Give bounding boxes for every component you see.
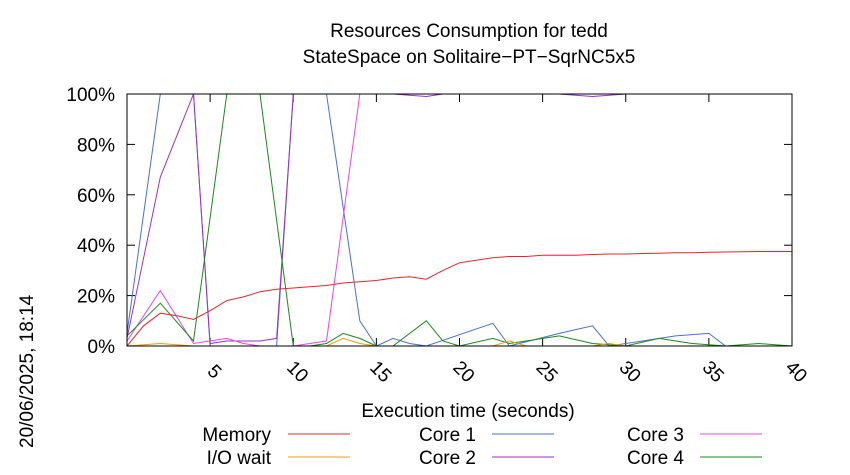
x-tick-label: 5: [203, 361, 225, 383]
legend-label: Core 2: [419, 448, 476, 469]
legend-label: Memory: [202, 425, 271, 446]
x-tick-label: 25: [532, 357, 562, 387]
y-tick-label: 80%: [77, 135, 115, 156]
series-line-core-4: [126, 93, 793, 347]
chart-title: Resources Consumption for tedd: [330, 21, 608, 42]
x-tick-label: 10: [282, 357, 312, 387]
y-tick-label: 60%: [77, 186, 115, 207]
legend-label: Core 4: [627, 448, 684, 469]
x-tick-label: 30: [615, 357, 645, 387]
x-tick-label: 40: [781, 357, 811, 387]
y-tick-label: 0%: [88, 337, 116, 358]
x-axis-label: Execution time (seconds): [361, 401, 574, 422]
chart-subtitle: StateSpace on Solitaire−PT−SqrNC5x5: [303, 47, 636, 68]
y-tick-label: 100%: [66, 85, 115, 106]
y-tick-label: 40%: [77, 236, 115, 257]
plot-area: [126, 93, 793, 347]
series-line-memory: [126, 251, 792, 347]
legend-label: Core 1: [419, 425, 476, 446]
y-axis: 0% 20% 40% 60% 80% 100%: [66, 85, 792, 358]
x-tick-label: 15: [365, 357, 395, 387]
series-line-core-3: [126, 93, 792, 347]
plot-frame: [126, 93, 793, 347]
legend-label: I/O wait: [207, 448, 272, 469]
series-line-core-2: [126, 93, 792, 345]
y-tick-label: 20%: [77, 287, 115, 308]
x-tick-label: 35: [698, 357, 728, 387]
legend-label: Core 3: [627, 425, 684, 446]
series-line-core-1: [126, 93, 792, 347]
x-tick-label: 20: [448, 357, 478, 387]
timestamp-label: 20/06/2025, 18:14: [17, 294, 38, 448]
